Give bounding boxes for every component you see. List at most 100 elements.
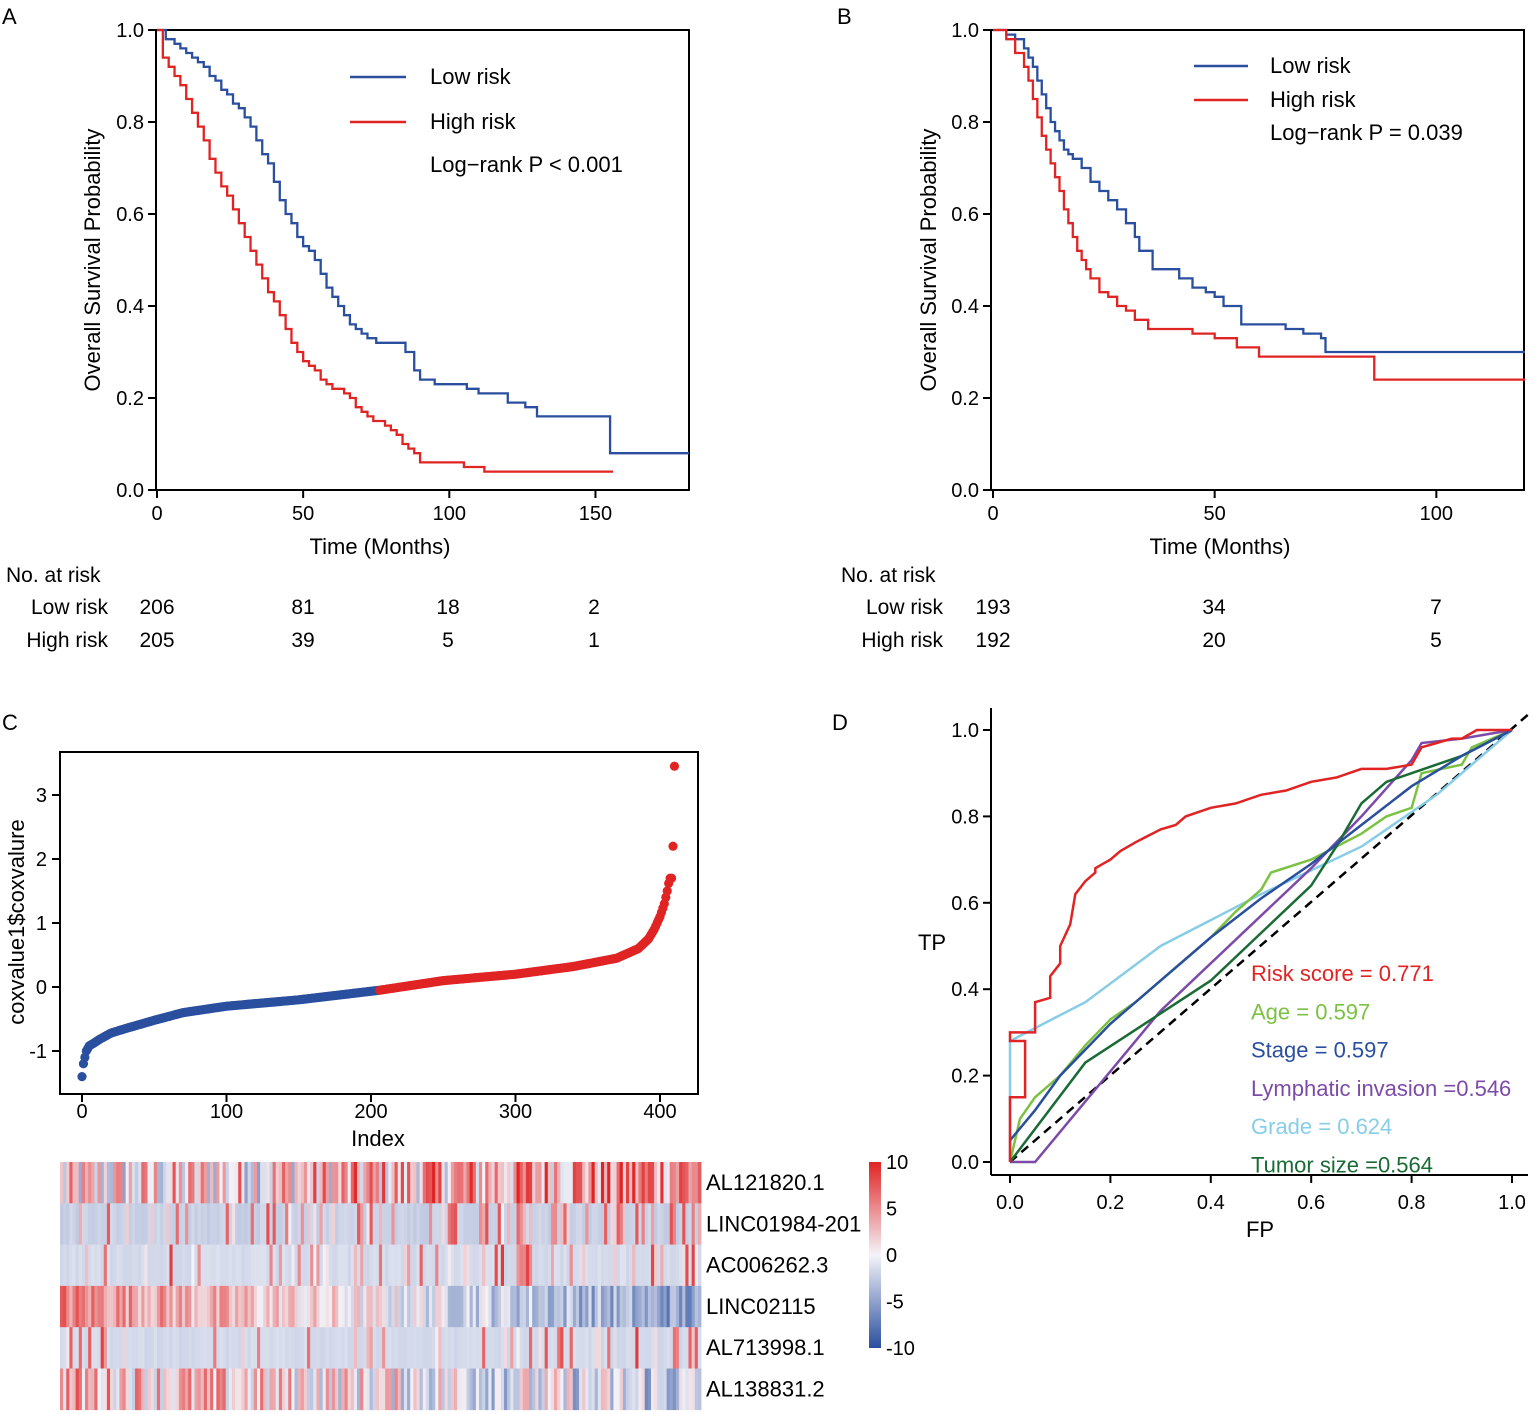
heatmap-cell: [629, 1285, 633, 1328]
heatmap-cell: [413, 1162, 417, 1204]
heatmap-cell: [575, 1244, 580, 1287]
heatmap-cell: [125, 1368, 130, 1411]
heatmap-cell: [332, 1162, 336, 1204]
heatmap-cell: [238, 1327, 242, 1369]
heatmap-cell: [213, 1244, 217, 1287]
heatmap-cell: [172, 1203, 177, 1245]
heatmap-cell: [119, 1162, 123, 1204]
heatmap-cell: [438, 1285, 442, 1328]
heatmap-cell: [135, 1244, 139, 1287]
heatmap-cell: [682, 1327, 686, 1369]
heatmap-cell: [225, 1368, 230, 1411]
heatmap-cell: [128, 1162, 133, 1204]
heatmap-cell: [635, 1285, 639, 1328]
heatmap-cell: [210, 1244, 214, 1287]
heatmap-cell: [66, 1368, 70, 1411]
heatmap-cell: [366, 1162, 370, 1204]
heatmap-cell: [131, 1285, 136, 1328]
heatmap-cell: [81, 1368, 86, 1411]
heatmap-cell: [632, 1203, 636, 1245]
heatmap-cell: [325, 1368, 330, 1411]
heatmap-cell: [372, 1368, 377, 1411]
heatmap-cell: [504, 1162, 508, 1204]
heatmap-cell: [497, 1368, 502, 1411]
heatmap-cell: [654, 1162, 658, 1204]
heatmap-cell: [91, 1244, 95, 1287]
heatmap-cell: [72, 1162, 77, 1204]
heatmap-cell: [466, 1162, 471, 1204]
heatmap-cell: [94, 1368, 98, 1411]
heatmap-cell: [78, 1285, 83, 1328]
heatmap-cell: [291, 1162, 295, 1204]
heatmap-cell: [669, 1327, 674, 1369]
heatmap-cell: [307, 1327, 311, 1369]
heatmap-cell: [447, 1285, 452, 1328]
heatmap-cell: [529, 1368, 533, 1411]
heatmap-cell: [569, 1368, 574, 1411]
heatmap-cell: [313, 1203, 317, 1245]
heatmap-cell: [560, 1327, 564, 1369]
heatmap-cell: [613, 1162, 617, 1204]
heatmap-cell: [244, 1162, 249, 1204]
heatmap-cell: [403, 1327, 408, 1369]
heatmap-cell: [297, 1203, 302, 1245]
heatmap-cell: [153, 1368, 158, 1411]
heatmap-cell: [106, 1327, 111, 1369]
heatmap-cell: [397, 1285, 402, 1328]
heatmap-cell: [635, 1327, 639, 1369]
heatmap-cell: [278, 1368, 283, 1411]
heatmap-cell: [488, 1162, 492, 1204]
heatmap-cell: [138, 1203, 142, 1245]
heatmap-cell: [575, 1162, 580, 1204]
panel-d-xtick-label-0: 0.0: [996, 1192, 1024, 1214]
heatmap-cell: [388, 1327, 392, 1369]
heatmap-cell: [650, 1285, 655, 1328]
heatmap-cell: [203, 1368, 208, 1411]
heatmap-cell: [247, 1368, 252, 1411]
heatmap-cell: [116, 1285, 120, 1328]
panel-b-ylabel: Overall Survival Probability: [916, 129, 941, 392]
heatmap-cell: [447, 1368, 452, 1411]
heatmap-cell: [610, 1162, 614, 1204]
heatmap-cell: [388, 1368, 392, 1411]
heatmap-cell: [156, 1244, 161, 1287]
heatmap-cell: [516, 1244, 521, 1287]
heatmap-cell: [560, 1162, 564, 1204]
heatmap-cell: [69, 1285, 73, 1328]
heatmap-cell: [147, 1162, 152, 1204]
heatmap-cell: [200, 1285, 205, 1328]
heatmap-cell: [625, 1285, 630, 1328]
risk-b-values: 193 34 7 192 20 5: [975, 596, 1441, 652]
legend-a-high-label: High risk: [430, 109, 517, 134]
heatmap-cell: [66, 1327, 70, 1369]
heatmap-cell: [200, 1203, 205, 1245]
heatmap-cell: [550, 1244, 555, 1287]
panel-label-c: C: [2, 710, 18, 735]
heatmap-cell: [169, 1285, 173, 1328]
heatmap-cell: [597, 1162, 602, 1204]
panel-d-roc-curves: [1008, 728, 1513, 1164]
heatmap-cell: [297, 1162, 302, 1204]
heatmap-cell: [160, 1327, 164, 1369]
heatmap-cell: [597, 1368, 602, 1411]
heatmap-cell: [410, 1162, 414, 1204]
heatmap-cell: [697, 1327, 702, 1369]
heatmap-cell: [222, 1244, 227, 1287]
heatmap-cell: [147, 1244, 152, 1287]
heatmap-cell: [185, 1162, 189, 1204]
heatmap-cell: [550, 1327, 555, 1369]
heatmap-cell: [463, 1244, 467, 1287]
heatmap-cell: [269, 1285, 274, 1328]
heatmap-cell: [463, 1203, 467, 1245]
heatmap-cell: [106, 1244, 111, 1287]
heatmap-cell: [482, 1244, 486, 1287]
risk-b-high-label: High risk: [861, 629, 943, 652]
heatmap-cell: [641, 1327, 646, 1369]
heatmap-cell: [507, 1327, 511, 1369]
heatmap-cell: [450, 1244, 455, 1287]
heatmap-cell: [569, 1203, 574, 1245]
heatmap-cell: [263, 1368, 267, 1411]
heatmap-cell: [644, 1285, 649, 1328]
heatmap-cell: [285, 1244, 289, 1287]
heatmap-cell: [85, 1285, 89, 1328]
